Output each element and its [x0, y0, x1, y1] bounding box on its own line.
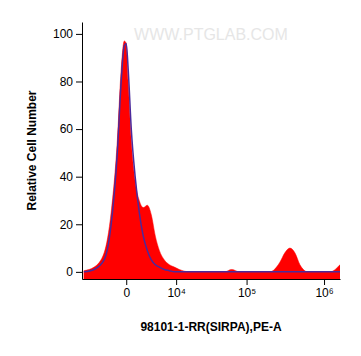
y-tick: 100	[53, 27, 82, 41]
y-tick-mark	[76, 129, 82, 130]
x-axis-title: 98101-1-RR(SIRPA),PE-A	[140, 320, 281, 334]
y-tick-mark	[76, 177, 82, 178]
x-tick: 10⁵	[238, 279, 256, 300]
y-tick: 60	[60, 122, 82, 136]
x-tick: 0	[123, 279, 130, 300]
x-tick: 10⁴	[167, 279, 186, 300]
x-tick-mark	[176, 279, 177, 285]
y-tick-label: 20	[60, 218, 74, 232]
y-tick: 80	[60, 75, 82, 89]
chart: WWW.PTGLAB.COM 0 10⁴ 10⁵ 10⁶ 0 20 40 60 80 100 9810…	[0, 0, 361, 356]
histogram-area	[84, 41, 340, 279]
y-axis-line	[82, 23, 83, 280]
y-axis-title: Relative Cell Number	[25, 90, 39, 210]
y-tick: 40	[60, 170, 82, 184]
x-tick-mark	[247, 279, 248, 285]
x-axis-line	[83, 279, 341, 280]
x-tick-label: 10⁵	[238, 286, 256, 300]
x-tick-label: 10⁶	[315, 286, 333, 300]
x-tick-label: 10⁴	[167, 286, 186, 300]
y-tick-mark	[76, 34, 82, 35]
x-axis: 0 10⁴ 10⁵ 10⁶	[83, 279, 341, 300]
y-tick-label: 100	[53, 27, 73, 41]
x-tick-mark	[126, 279, 127, 285]
y-tick-label: 80	[60, 75, 74, 89]
x-tick-label: 0	[123, 286, 130, 300]
x-tick: 10⁶	[315, 279, 333, 300]
y-tick-mark	[76, 224, 82, 225]
watermark: WWW.PTGLAB.COM	[134, 26, 288, 43]
y-axis: 0 20 40 60 80 100	[53, 23, 83, 280]
y-tick-label: 60	[60, 122, 74, 136]
plot-area	[84, 41, 340, 279]
y-tick: 20	[60, 218, 82, 232]
y-tick-label: 40	[60, 170, 74, 184]
y-tick-mark	[76, 272, 82, 273]
x-tick-mark	[324, 279, 325, 285]
y-tick-mark	[76, 81, 82, 82]
y-tick-label: 0	[66, 265, 73, 279]
histogram-line	[84, 43, 340, 271]
y-tick: 0	[66, 265, 82, 279]
